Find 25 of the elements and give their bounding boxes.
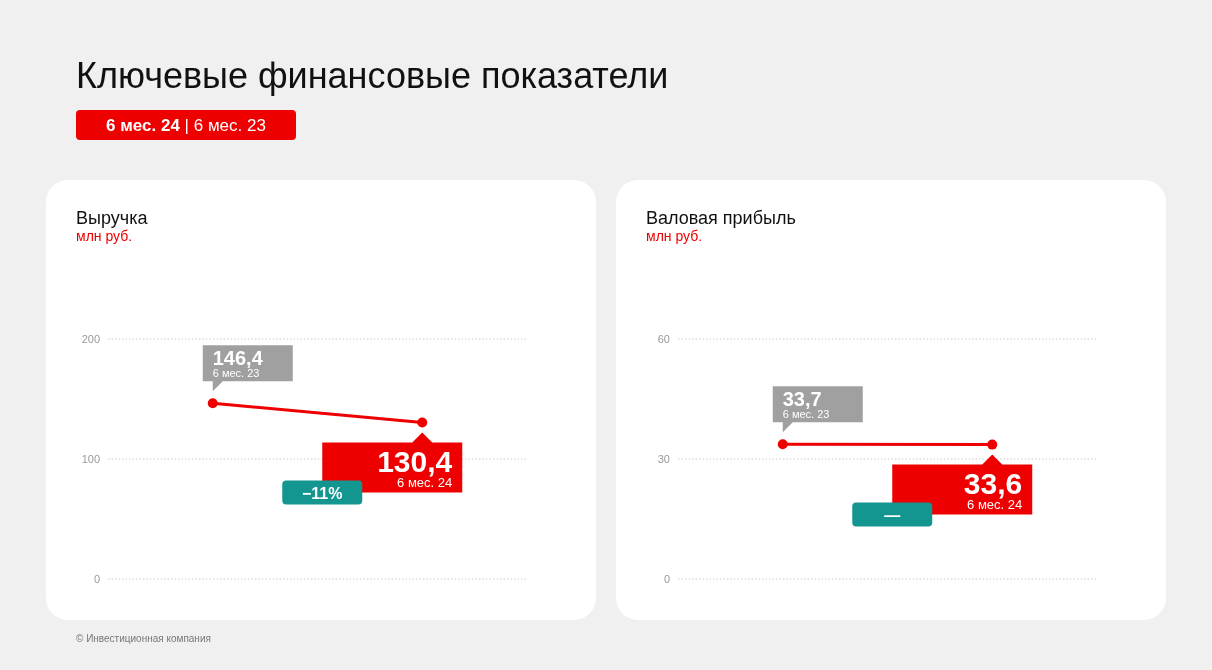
callout: 146,4 6 мес. 23 xyxy=(202,345,293,392)
x-tick-label: 6 мес. 23 xyxy=(212,367,260,380)
data-label: 33,7 xyxy=(782,388,822,411)
text: © Инвестиционная компания xyxy=(76,633,211,644)
annotation: −11% xyxy=(302,484,343,502)
y-tick-label: 200 xyxy=(81,333,100,345)
change-badge: −11% xyxy=(282,480,363,505)
y-tick-label: 60 xyxy=(657,333,670,345)
data-label: 130,4 xyxy=(377,444,453,478)
chart-title: Выручка xyxy=(76,208,149,228)
text: Ключевые финансовые показатели xyxy=(76,55,669,96)
callout: 33,7 6 мес. 23 xyxy=(772,386,863,433)
chart-subtitle: млн руб. xyxy=(646,228,703,244)
change-badge: — xyxy=(852,502,933,527)
y-tick-label: 30 xyxy=(657,453,670,465)
data-label: 33,6 xyxy=(963,466,1023,500)
data-label: 146,4 xyxy=(212,347,264,370)
y-tick-label: 0 xyxy=(663,573,670,585)
callout: 33,6 6 мес. 24 xyxy=(892,454,1033,515)
x-tick-label: 6 мес. 23 xyxy=(782,408,830,421)
chart-subtitle: млн руб. xyxy=(76,228,133,244)
y-tick-label: 0 xyxy=(93,573,100,585)
chart-title: Валовая прибыль xyxy=(646,208,796,228)
text: 6 мес. 24 | 6 мес. 23 xyxy=(106,116,266,135)
y-tick-label: 100 xyxy=(81,453,100,465)
